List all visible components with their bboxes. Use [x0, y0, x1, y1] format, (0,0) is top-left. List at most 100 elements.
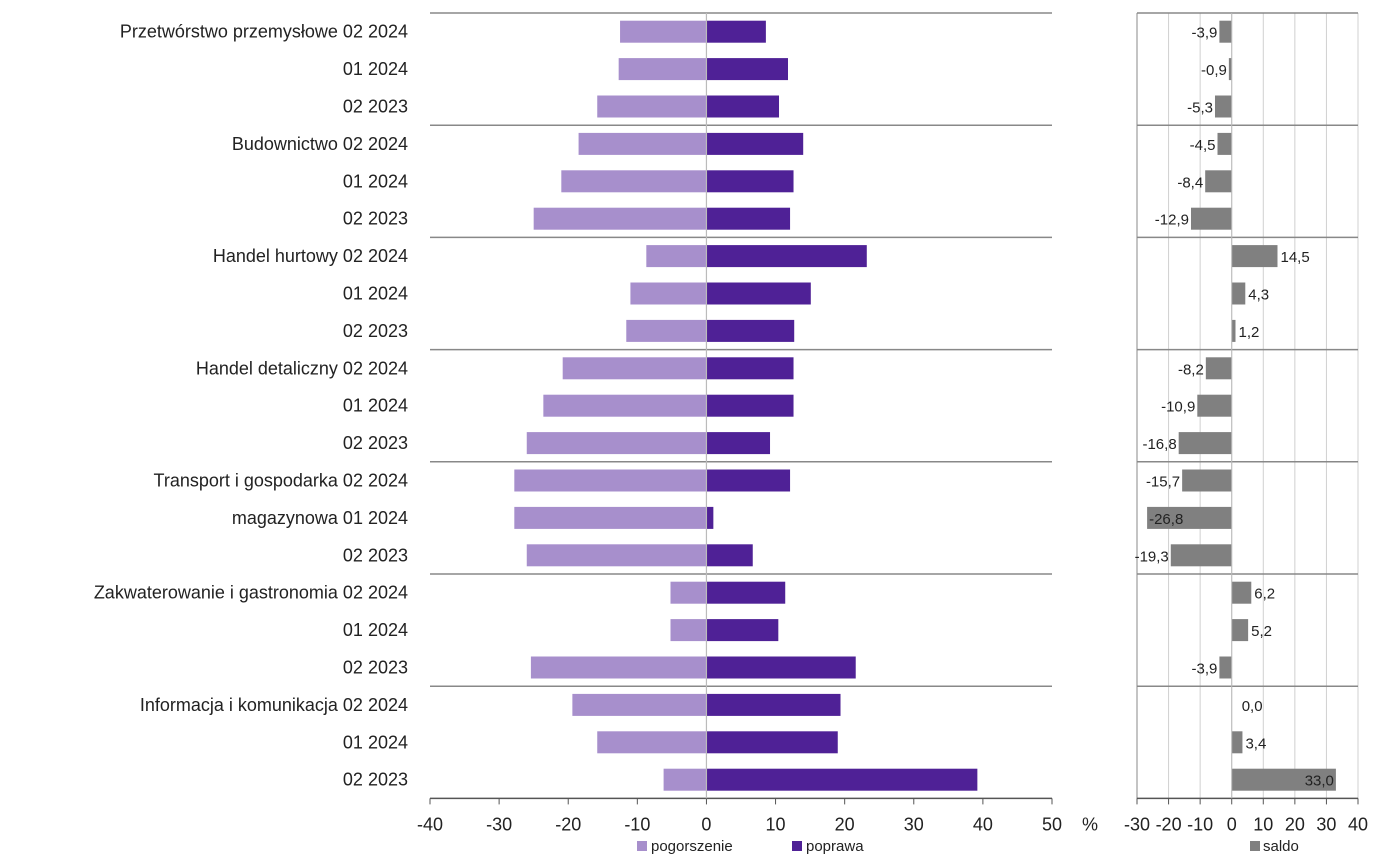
- left-tick-label: -20: [555, 814, 581, 834]
- bar-poprawa: [706, 432, 771, 455]
- bar-saldo: [1231, 731, 1243, 754]
- bar-pogorszenie: [533, 207, 707, 230]
- left-tick-label: -30: [486, 814, 512, 834]
- bar-poprawa: [706, 619, 779, 642]
- category-label: Handel hurtowy 02 2024: [213, 246, 408, 266]
- saldo-data-label: -16,8: [1142, 436, 1176, 453]
- bar-pogorszenie: [514, 506, 707, 529]
- category-label: Handel detaliczny 02 2024: [196, 358, 408, 378]
- saldo-data-label: -12,9: [1155, 212, 1189, 229]
- category-label: 01 2024: [343, 396, 408, 416]
- left-tick-label: 0: [701, 814, 711, 834]
- bar-saldo: [1182, 469, 1232, 492]
- bar-pogorszenie: [670, 581, 707, 604]
- right-tick-label: 0: [1227, 814, 1237, 834]
- saldo-data-label: -3,9: [1192, 25, 1218, 42]
- saldo-data-label: -26,8: [1149, 511, 1183, 528]
- category-label: 01 2024: [343, 732, 408, 752]
- bar-saldo: [1219, 656, 1232, 679]
- bar-poprawa: [706, 207, 791, 230]
- saldo-data-label: -0,9: [1201, 62, 1227, 79]
- bar-pogorszenie: [663, 768, 707, 791]
- saldo-data-label: -8,2: [1178, 361, 1204, 378]
- bar-pogorszenie: [597, 95, 707, 118]
- bar-poprawa: [706, 693, 841, 716]
- left-tick-label: 50: [1042, 814, 1062, 834]
- left-tick-label: 40: [973, 814, 993, 834]
- saldo-data-label: 0,0: [1242, 698, 1263, 715]
- category-label: Transport i gospodarka 02 2024: [154, 471, 409, 491]
- category-label: Zakwaterowanie i gastronomia 02 2024: [94, 583, 408, 603]
- bar-poprawa: [706, 581, 786, 604]
- saldo-data-label: -10,9: [1161, 399, 1195, 416]
- category-label: 02 2023: [343, 433, 408, 453]
- bar-pogorszenie: [578, 132, 707, 155]
- saldo-data-label: 1,2: [1239, 324, 1260, 341]
- bar-poprawa: [706, 58, 788, 81]
- saldo-data-label: 4,3: [1248, 287, 1269, 304]
- bar-saldo: [1214, 95, 1232, 118]
- bar-poprawa: [706, 170, 794, 193]
- saldo-data-label: -4,5: [1190, 137, 1216, 154]
- bar-pogorszenie: [514, 469, 707, 492]
- category-label: 01 2024: [343, 59, 408, 79]
- x-unit-label: %: [1082, 814, 1098, 834]
- saldo-data-label: -8,4: [1177, 174, 1203, 191]
- bar-pogorszenie: [561, 170, 707, 193]
- bar-saldo: [1231, 768, 1336, 791]
- legend-swatch-saldo: [1250, 841, 1260, 851]
- bar-pogorszenie: [526, 432, 707, 455]
- category-label: Budownictwo 02 2024: [232, 134, 408, 154]
- bar-saldo: [1205, 357, 1232, 380]
- left-tick-label: 30: [904, 814, 924, 834]
- right-tick-label: -30: [1124, 814, 1150, 834]
- bar-poprawa: [706, 357, 794, 380]
- bar-pogorszenie: [618, 58, 707, 81]
- bar-pogorszenie: [562, 357, 707, 380]
- bar-pogorszenie: [670, 619, 707, 642]
- bar-poprawa: [706, 245, 867, 268]
- bar-saldo: [1219, 20, 1232, 43]
- category-label: 01 2024: [343, 284, 408, 304]
- right-tick-label: -10: [1187, 814, 1213, 834]
- bar-saldo: [1228, 58, 1232, 81]
- bar-pogorszenie: [620, 20, 707, 43]
- right-tick-label: 40: [1348, 814, 1368, 834]
- category-label: Przetwórstwo przemysłowe 02 2024: [120, 22, 408, 42]
- category-label: 02 2023: [343, 545, 408, 565]
- bar-saldo: [1170, 544, 1232, 567]
- bar-saldo: [1205, 170, 1232, 193]
- right-tick-label: 30: [1316, 814, 1336, 834]
- saldo-data-label: 6,2: [1254, 586, 1275, 603]
- bar-saldo: [1231, 245, 1278, 268]
- category-label: 02 2023: [343, 658, 408, 678]
- saldo-data-label: 3,4: [1245, 735, 1266, 752]
- saldo-data-label: -3,9: [1192, 661, 1218, 678]
- bar-pogorszenie: [530, 656, 707, 679]
- legend-swatch-poprawa: [792, 841, 802, 851]
- bar-poprawa: [706, 544, 753, 567]
- right-tick-label: 10: [1253, 814, 1273, 834]
- bar-saldo: [1190, 207, 1232, 230]
- saldo-data-label: 33,0: [1305, 773, 1334, 790]
- saldo-data-label: -5,3: [1187, 100, 1213, 117]
- bar-poprawa: [706, 319, 795, 342]
- right-tick-label: 20: [1285, 814, 1305, 834]
- category-label: 02 2023: [343, 770, 408, 790]
- bar-saldo: [1231, 581, 1252, 604]
- bar-poprawa: [706, 20, 766, 43]
- bar-pogorszenie: [646, 245, 707, 268]
- category-label: 02 2023: [343, 209, 408, 229]
- bar-pogorszenie: [597, 731, 707, 754]
- bar-poprawa: [706, 95, 780, 118]
- bar-saldo: [1217, 132, 1232, 155]
- bar-saldo: [1197, 394, 1232, 417]
- category-label: 02 2023: [343, 97, 408, 117]
- bar-pogorszenie: [630, 282, 707, 305]
- bar-poprawa: [706, 469, 791, 492]
- left-tick-label: 20: [835, 814, 855, 834]
- bar-pogorszenie: [626, 319, 707, 342]
- bar-pogorszenie: [526, 544, 707, 567]
- saldo-data-label: -15,7: [1146, 474, 1180, 491]
